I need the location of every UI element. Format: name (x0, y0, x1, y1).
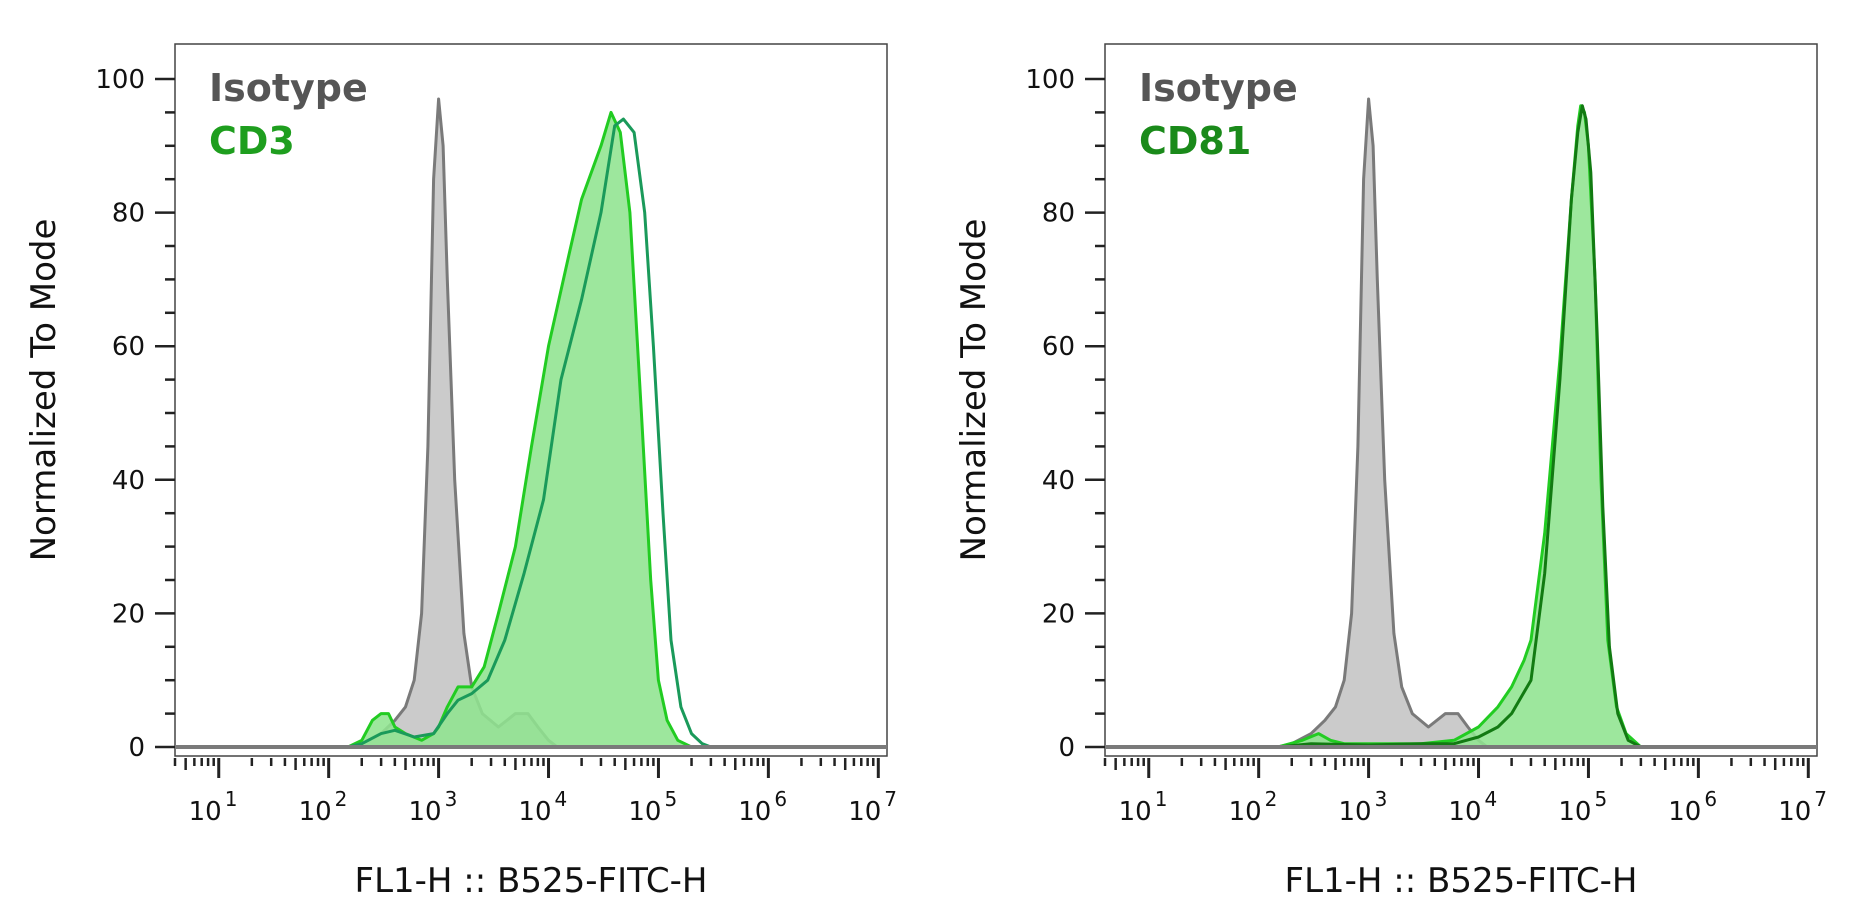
x-tick-label-exponent: 5 (1594, 787, 1607, 811)
y-axis-title: Normalized To Mode (24, 219, 64, 562)
x-tick-label-exponent: 7 (884, 787, 897, 811)
legend-entry-cd3: CD3 (209, 119, 295, 163)
x-tick-label-exponent: 2 (1265, 787, 1278, 811)
legend: Isotype CD3 (209, 66, 368, 163)
legend: Isotype CD81 (1139, 66, 1298, 163)
x-tick-label-base: 10 (1558, 797, 1591, 827)
x-tick-label-exponent: 5 (664, 787, 677, 811)
y-axis: 0 20 40 60 80 100 Normalized To Mode (954, 65, 1105, 763)
series-area-cd3 (348, 112, 692, 747)
series-line-isotype (1277, 97, 1489, 749)
y-tick-label: 40 (1042, 466, 1075, 496)
series-group (1277, 97, 1642, 749)
x-axis-title: FL1-H :: B525-FITC-H (355, 861, 708, 900)
series-area-cd81 (1278, 105, 1641, 747)
x-tick-label-exponent: 2 (335, 787, 348, 811)
series-line-overlay-2 (1277, 104, 1642, 749)
y-tick-label: 100 (95, 65, 145, 95)
y-tick-label: 60 (112, 332, 145, 362)
plot-frame (1104, 43, 1818, 757)
series-line-overlay-2 (347, 117, 712, 749)
x-tick-label-exponent: 6 (1704, 787, 1717, 811)
y-tick-label: 40 (112, 466, 145, 496)
x-tick-label-base: 10 (1668, 797, 1701, 827)
x-tick-label-base: 10 (738, 797, 771, 827)
x-tick-label-base: 10 (1448, 797, 1481, 827)
x-tick-label-exponent: 1 (1155, 787, 1168, 811)
x-tick-label-base: 10 (518, 797, 551, 827)
y-tick-label: 0 (128, 733, 145, 763)
x-tick-label-base: 10 (848, 797, 881, 827)
x-tick-label-base: 10 (1229, 797, 1262, 827)
y-tick-label: 80 (1042, 199, 1075, 229)
y-tick-label: 20 (1042, 599, 1075, 629)
y-tick-label: 80 (112, 199, 145, 229)
series-group (347, 97, 712, 749)
x-tick-label-base: 10 (299, 797, 332, 827)
y-axis-title: Normalized To Mode (954, 219, 994, 562)
x-tick-label-exponent: 7 (1814, 787, 1827, 811)
y-tick-label: 20 (112, 599, 145, 629)
x-tick-label-base: 10 (1339, 797, 1372, 827)
x-tick-label-exponent: 6 (774, 787, 787, 811)
x-tick-label-base: 10 (1778, 797, 1811, 827)
y-tick-label: 0 (1058, 733, 1075, 763)
x-axis-title: FL1-H :: B525-FITC-H (1285, 861, 1638, 900)
x-tick-label-exponent: 3 (445, 787, 458, 811)
x-tick-label-exponent: 1 (225, 787, 238, 811)
series-line-cd3 (347, 110, 693, 749)
x-tick-label-exponent: 4 (1485, 787, 1498, 811)
legend-entry-cd81: CD81 (1139, 119, 1251, 163)
legend-entry-isotype: Isotype (209, 66, 368, 110)
y-tick-label: 100 (1025, 65, 1075, 95)
x-tick-label-base: 10 (189, 797, 222, 827)
x-tick-label-base: 10 (409, 797, 442, 827)
x-tick-label-base: 10 (1119, 797, 1152, 827)
x-tick-label-base: 10 (628, 797, 661, 827)
x-tick-label-exponent: 4 (555, 787, 568, 811)
y-axis: 0 20 40 60 80 100 Normalized To Mode (24, 65, 175, 763)
legend-entry-isotype: Isotype (1139, 66, 1298, 110)
x-tick-label-exponent: 3 (1375, 787, 1388, 811)
y-tick-label: 60 (1042, 332, 1075, 362)
